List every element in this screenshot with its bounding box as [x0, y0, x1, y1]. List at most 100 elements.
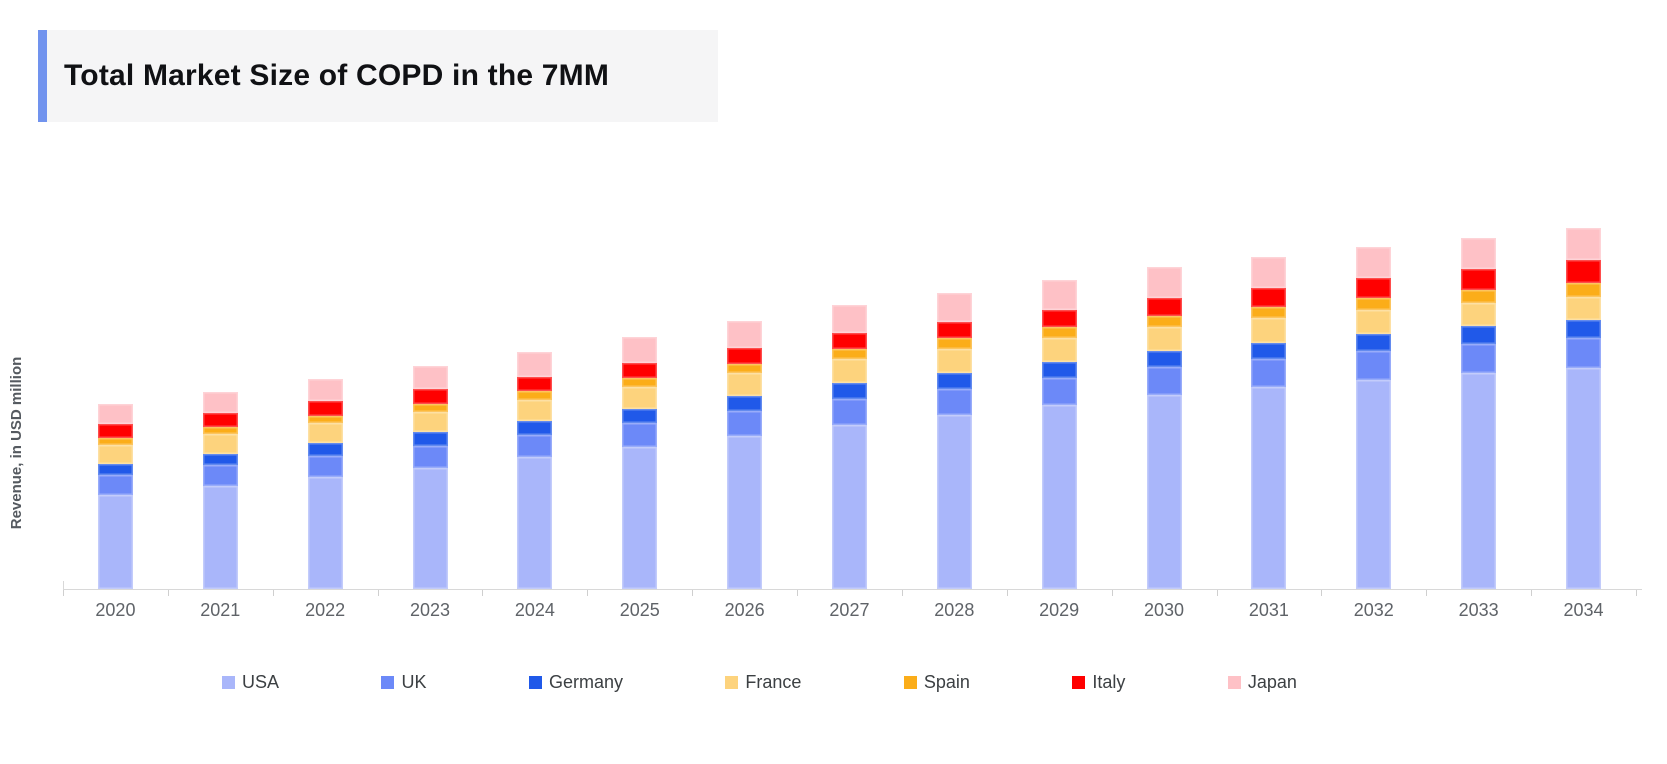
bar-segment-italy-2029[interactable]: [1041, 309, 1077, 327]
bar-segment-spain-2022[interactable]: [307, 415, 343, 424]
bar-segment-italy-2022[interactable]: [307, 401, 343, 416]
bar-segment-japan-2032[interactable]: [1356, 247, 1392, 279]
bar-segment-spain-2021[interactable]: [202, 426, 238, 435]
bar-segment-france-2034[interactable]: [1566, 296, 1602, 320]
bar-segment-germany-2027[interactable]: [832, 383, 867, 400]
bar-segment-usa-2032[interactable]: [1356, 379, 1392, 589]
bar-segment-germany-2029[interactable]: [1041, 362, 1077, 378]
bar-segment-spain-2034[interactable]: [1566, 282, 1602, 297]
bar-2022[interactable]: [307, 379, 343, 589]
bar-segment-spain-2032[interactable]: [1356, 297, 1392, 311]
bar-segment-france-2021[interactable]: [202, 434, 238, 454]
bar-segment-italy-2028[interactable]: [936, 321, 972, 339]
bar-segment-spain-2025[interactable]: [622, 377, 658, 387]
bar-segment-uk-2031[interactable]: [1251, 358, 1287, 387]
legend-item-uk[interactable]: UK: [381, 672, 426, 693]
bar-segment-japan-2027[interactable]: [832, 305, 867, 334]
bar-segment-italy-2021[interactable]: [202, 412, 238, 427]
bar-segment-italy-2032[interactable]: [1356, 278, 1392, 298]
bar-segment-japan-2024[interactable]: [517, 352, 553, 377]
bar-segment-japan-2025[interactable]: [622, 336, 658, 363]
bar-segment-france-2022[interactable]: [307, 423, 343, 444]
bar-segment-france-2020[interactable]: [97, 445, 133, 464]
bar-segment-japan-2023[interactable]: [412, 366, 448, 390]
bar-2027[interactable]: [832, 305, 867, 589]
bar-segment-france-2033[interactable]: [1461, 302, 1497, 327]
bar-segment-uk-2025[interactable]: [622, 423, 658, 447]
bar-2028[interactable]: [936, 292, 972, 589]
bar-segment-japan-2022[interactable]: [307, 379, 343, 402]
bar-segment-italy-2031[interactable]: [1251, 287, 1287, 307]
bar-segment-germany-2022[interactable]: [307, 443, 343, 456]
legend-item-italy[interactable]: Italy: [1072, 672, 1125, 693]
bar-segment-japan-2028[interactable]: [936, 292, 972, 322]
bar-2031[interactable]: [1251, 257, 1287, 589]
bar-segment-france-2024[interactable]: [517, 400, 553, 421]
bar-segment-uk-2028[interactable]: [936, 388, 972, 415]
bar-2032[interactable]: [1356, 247, 1392, 589]
bar-segment-germany-2028[interactable]: [936, 372, 972, 389]
bar-segment-italy-2034[interactable]: [1566, 260, 1602, 283]
bar-segment-usa-2024[interactable]: [517, 457, 553, 589]
bar-segment-spain-2029[interactable]: [1041, 326, 1077, 338]
bar-segment-uk-2022[interactable]: [307, 455, 343, 477]
bar-segment-japan-2033[interactable]: [1461, 238, 1497, 270]
bar-segment-japan-2021[interactable]: [202, 391, 238, 413]
bar-segment-italy-2023[interactable]: [412, 389, 448, 404]
bar-segment-uk-2032[interactable]: [1356, 350, 1392, 380]
bar-segment-usa-2025[interactable]: [622, 447, 658, 589]
bar-segment-germany-2033[interactable]: [1461, 326, 1497, 344]
bar-segment-germany-2034[interactable]: [1566, 319, 1602, 338]
bar-segment-usa-2021[interactable]: [202, 486, 238, 589]
bar-segment-japan-2034[interactable]: [1566, 227, 1602, 261]
bar-segment-japan-2030[interactable]: [1146, 267, 1182, 298]
bar-segment-italy-2030[interactable]: [1146, 297, 1182, 316]
bar-segment-spain-2027[interactable]: [832, 349, 867, 360]
bar-2024[interactable]: [517, 352, 553, 589]
bar-segment-france-2030[interactable]: [1146, 326, 1182, 352]
bar-segment-usa-2020[interactable]: [97, 495, 133, 589]
bar-segment-germany-2024[interactable]: [517, 420, 553, 435]
bar-segment-usa-2033[interactable]: [1461, 373, 1497, 589]
bar-segment-italy-2020[interactable]: [97, 424, 133, 438]
legend-item-germany[interactable]: Germany: [528, 672, 623, 693]
bar-segment-usa-2034[interactable]: [1566, 368, 1602, 589]
bar-segment-japan-2020[interactable]: [97, 404, 133, 424]
bar-segment-france-2029[interactable]: [1041, 337, 1077, 362]
bar-segment-germany-2031[interactable]: [1251, 342, 1287, 359]
bar-segment-uk-2027[interactable]: [832, 399, 867, 425]
bar-segment-usa-2022[interactable]: [307, 477, 343, 589]
bar-2023[interactable]: [412, 366, 448, 589]
bar-2029[interactable]: [1041, 279, 1077, 589]
bar-segment-uk-2033[interactable]: [1461, 343, 1497, 373]
bar-segment-uk-2034[interactable]: [1566, 338, 1602, 368]
bar-segment-germany-2026[interactable]: [727, 396, 763, 412]
bar-segment-spain-2030[interactable]: [1146, 315, 1182, 327]
bar-segment-france-2027[interactable]: [832, 359, 867, 384]
bar-2030[interactable]: [1146, 267, 1182, 589]
bar-segment-spain-2026[interactable]: [727, 363, 763, 374]
bar-segment-usa-2028[interactable]: [936, 415, 972, 589]
bar-segment-spain-2023[interactable]: [412, 403, 448, 413]
bar-segment-uk-2026[interactable]: [727, 411, 763, 436]
bar-2034[interactable]: [1566, 227, 1602, 589]
bar-segment-uk-2024[interactable]: [517, 434, 553, 458]
legend-item-spain[interactable]: Spain: [903, 672, 970, 693]
bar-segment-france-2023[interactable]: [412, 412, 448, 433]
legend-item-japan[interactable]: Japan: [1227, 672, 1297, 693]
bar-segment-italy-2024[interactable]: [517, 376, 553, 392]
bar-segment-spain-2033[interactable]: [1461, 289, 1497, 303]
bar-segment-france-2025[interactable]: [622, 386, 658, 409]
bar-segment-germany-2021[interactable]: [202, 453, 238, 466]
bar-segment-spain-2020[interactable]: [97, 438, 133, 445]
bar-segment-spain-2031[interactable]: [1251, 306, 1287, 319]
bar-segment-usa-2023[interactable]: [412, 467, 448, 589]
bar-2025[interactable]: [622, 336, 658, 589]
bar-segment-japan-2026[interactable]: [727, 321, 763, 349]
bar-segment-germany-2020[interactable]: [97, 464, 133, 475]
bar-segment-italy-2025[interactable]: [622, 362, 658, 378]
bar-segment-spain-2028[interactable]: [936, 338, 972, 349]
bar-segment-germany-2023[interactable]: [412, 432, 448, 446]
bar-segment-italy-2026[interactable]: [727, 348, 763, 364]
bar-2020[interactable]: [97, 404, 133, 589]
